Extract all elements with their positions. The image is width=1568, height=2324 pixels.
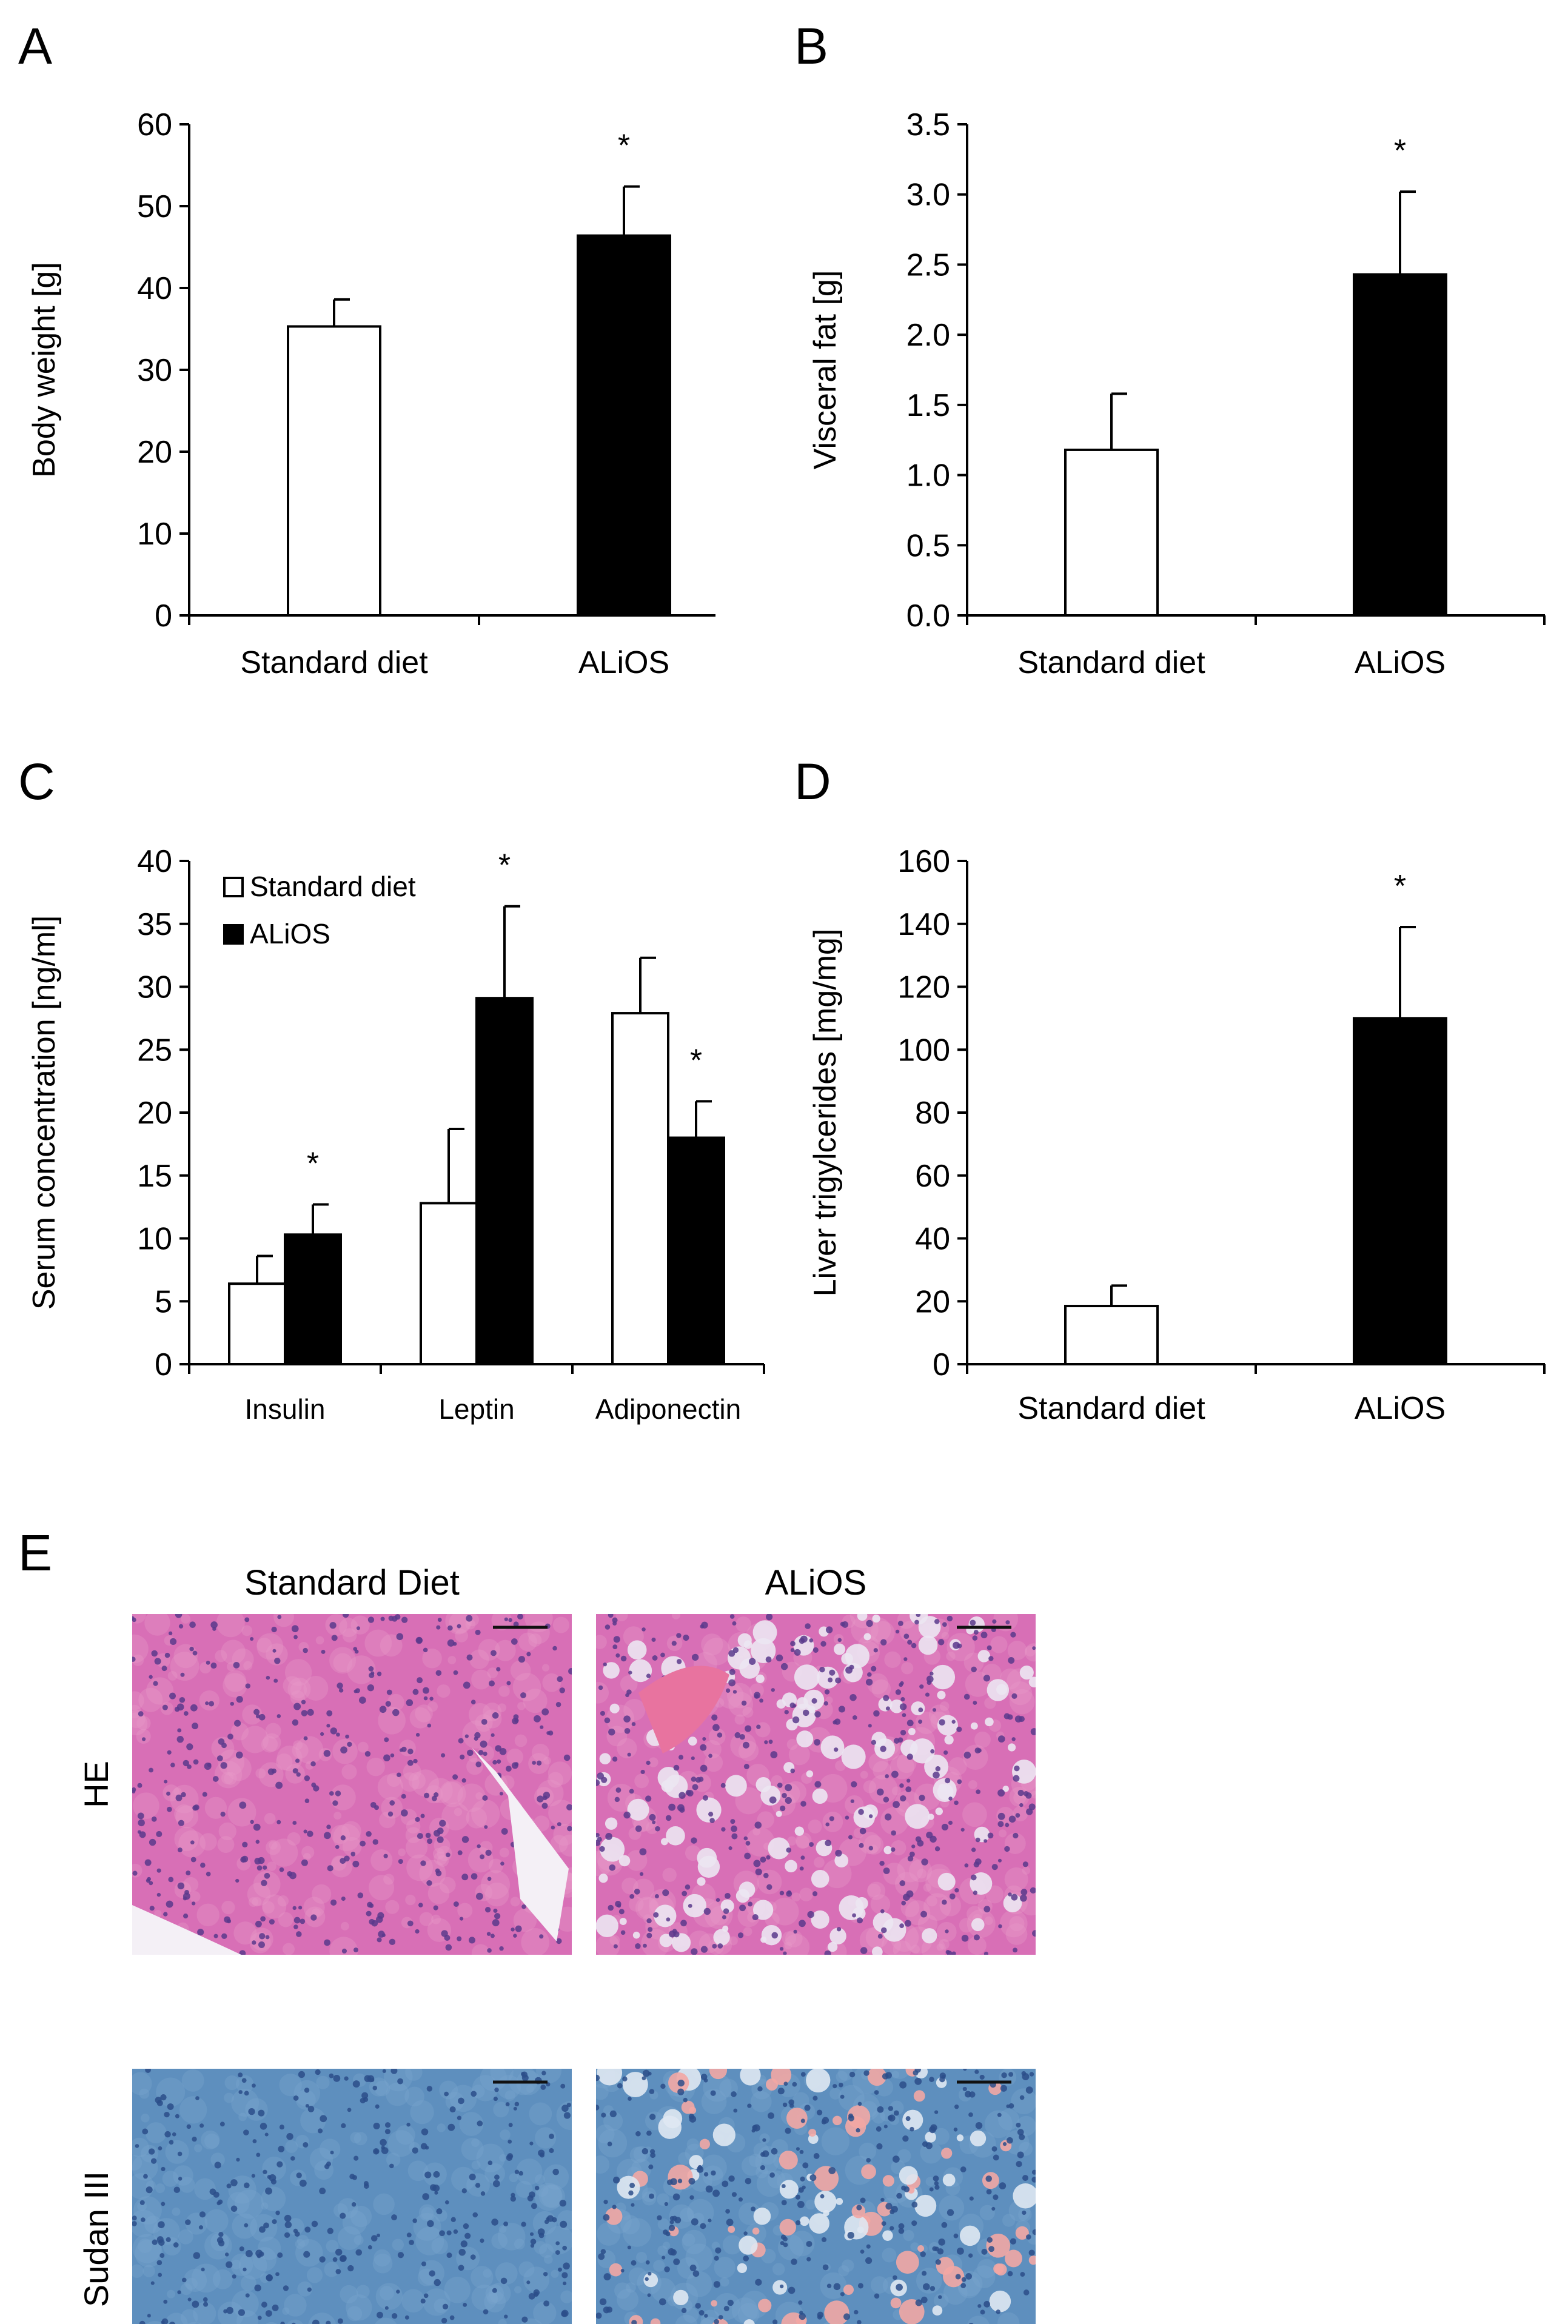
- y-tick-label: 0.0: [906, 598, 950, 634]
- sudan-stain-image: [596, 2069, 1036, 2324]
- y-axis-label: Visceral fat [g]: [808, 270, 843, 470]
- y-tick-label: 3.0: [906, 178, 950, 213]
- bar: [667, 1136, 725, 1365]
- y-tick-label: 30: [137, 970, 172, 1005]
- y-tick-label: 5: [155, 1284, 172, 1319]
- y-tick-label: 100: [897, 1033, 950, 1068]
- chart-panel-b: 0.0 0.5 1.0 1.5 2.0 2.5 3.0 3.5 Visceral fat [g]…: [808, 107, 1546, 680]
- y-tick-label: 0: [933, 1347, 950, 1382]
- y-tick-label: 1.0: [906, 458, 950, 494]
- he-stain-image: [596, 1614, 1036, 1955]
- histology-column-title: Standard Diet: [244, 1563, 460, 1602]
- y-tick-label: 60: [137, 107, 172, 142]
- histology-panel: Standard Diet ALiOS HE Sudan III: [77, 1563, 1036, 2324]
- bar: [228, 1282, 286, 1365]
- x-category-label: Standard diet: [1017, 1391, 1205, 1426]
- histology-row-label: Sudan III: [77, 2171, 115, 2307]
- x-category-label: Adiponectin: [595, 1393, 741, 1425]
- y-tick-label: 40: [137, 844, 172, 879]
- x-category-label: ALiOS: [578, 645, 669, 680]
- y-axis-label: Serum concentration [ng/ml]: [27, 916, 62, 1310]
- chart-panel-a: 0 10 20 30 40 50 60 Body weight [g] Standard die…: [27, 107, 715, 680]
- x-category-label: Standard diet: [1017, 645, 1205, 680]
- significance-marker: *: [498, 848, 511, 883]
- y-tick-label: 10: [137, 1222, 172, 1257]
- panel-letter-c: C: [18, 753, 55, 810]
- sudan-stain-image: [132, 2069, 572, 2324]
- y-tick-label: 0: [155, 1347, 172, 1382]
- significance-marker: *: [618, 129, 630, 164]
- panel-letter-d: D: [794, 753, 831, 810]
- y-tick-label: 20: [915, 1284, 950, 1319]
- x-category-label: Leptin: [438, 1393, 514, 1425]
- y-tick-label: 2.0: [906, 318, 950, 353]
- y-tick-label: 50: [137, 189, 172, 224]
- bar: [420, 1202, 478, 1366]
- x-category-label: ALiOS: [1355, 645, 1446, 680]
- chart-panel-c: 0 5 10 15 20 25 30 35 40 Serum concentration [ng/…: [27, 844, 765, 1425]
- legend-swatch: [223, 924, 244, 945]
- histology-column-title: ALiOS: [765, 1563, 867, 1602]
- significance-marker: *: [690, 1043, 702, 1078]
- panel-letter-a: A: [18, 18, 52, 75]
- y-tick-label: 35: [137, 907, 172, 942]
- bar: [287, 325, 381, 617]
- y-tick-label: 20: [137, 435, 172, 470]
- y-tick-label: 40: [137, 271, 172, 306]
- panel-letter-b: B: [794, 18, 828, 75]
- y-tick-label: 60: [915, 1159, 950, 1194]
- bar: [611, 1012, 669, 1365]
- y-tick-label: 0.5: [906, 528, 950, 563]
- he-stain-image: [132, 1614, 572, 1955]
- bar: [1064, 448, 1159, 617]
- y-tick-label: 80: [915, 1096, 950, 1131]
- legend-label: ALiOS: [250, 918, 330, 949]
- y-tick-label: 1.5: [906, 388, 950, 423]
- bar: [1064, 1305, 1159, 1365]
- y-tick-label: 25: [137, 1033, 172, 1068]
- y-tick-label: 2.5: [906, 247, 950, 283]
- x-category-label: ALiOS: [1355, 1391, 1446, 1426]
- chart-panel-d: 0 20 40 60 80 100 120 140 160 Liver trigylcerides…: [808, 844, 1546, 1426]
- x-category-label: Insulin: [245, 1393, 326, 1425]
- bar: [1353, 273, 1447, 617]
- histology-row-label: HE: [77, 1761, 115, 1808]
- significance-marker: *: [1394, 133, 1406, 169]
- bar: [1353, 1017, 1447, 1365]
- y-tick-label: 20: [137, 1096, 172, 1131]
- y-axis-label: Liver trigylcerides [mg/mg]: [808, 929, 843, 1297]
- y-tick-label: 10: [137, 517, 172, 552]
- y-tick-label: 140: [897, 907, 950, 942]
- legend-swatch: [223, 877, 244, 897]
- panel-letter-e: E: [18, 1524, 52, 1581]
- x-category-label: Standard diet: [240, 645, 428, 680]
- significance-marker: *: [1394, 869, 1406, 904]
- bar: [577, 234, 671, 617]
- y-axis-label: Body weight [g]: [27, 262, 62, 478]
- legend-label: Standard diet: [250, 871, 416, 902]
- y-tick-label: 160: [897, 844, 950, 879]
- y-tick-label: 30: [137, 353, 172, 388]
- y-tick-label: 3.5: [906, 107, 950, 142]
- y-tick-label: 40: [915, 1222, 950, 1257]
- y-tick-label: 15: [137, 1159, 172, 1194]
- bar: [475, 997, 534, 1366]
- y-tick-label: 120: [897, 970, 950, 1005]
- significance-marker: *: [307, 1146, 319, 1181]
- y-tick-label: 0: [155, 598, 172, 634]
- bar: [284, 1233, 342, 1366]
